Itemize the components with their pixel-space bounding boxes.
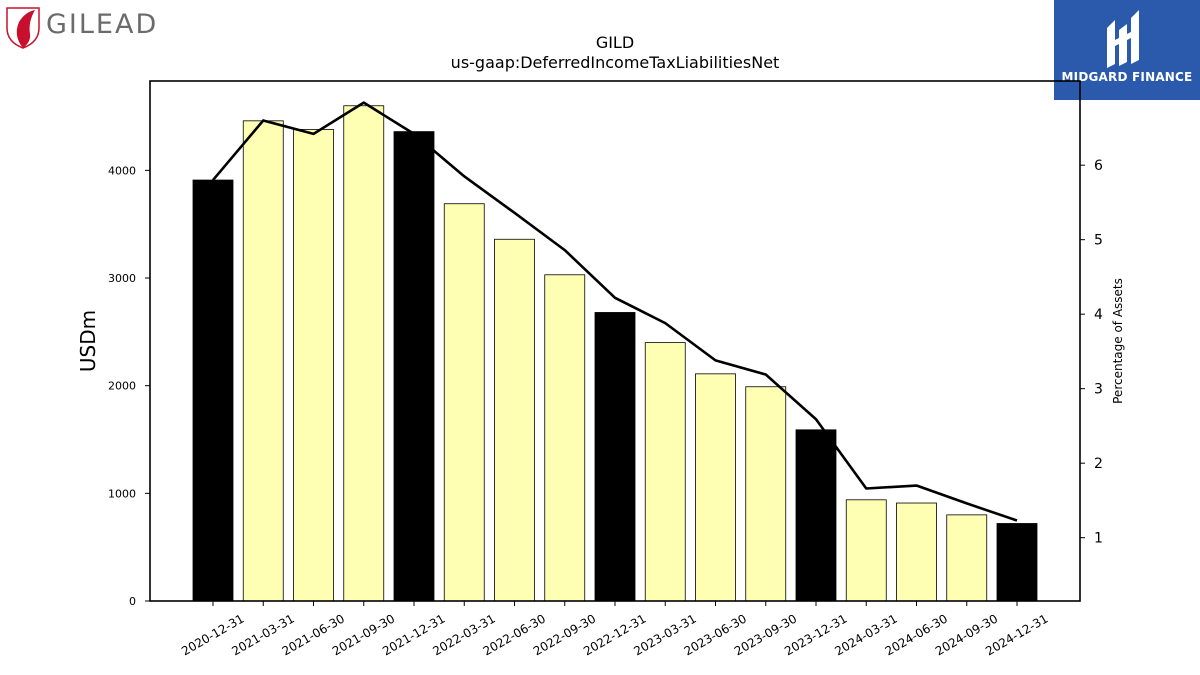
x-axis: 2020-12-312021-03-312021-06-302021-09-30…: [179, 601, 1051, 658]
bars-layer: [192, 105, 1038, 602]
y-axis-right: 1 2 3 4 5 6: [1080, 158, 1103, 547]
bar-2022-12-31: [594, 312, 636, 602]
y-tick-label: 1000: [108, 487, 136, 500]
y2-tick-label: 6: [1094, 158, 1103, 174]
y2-tick-label: 5: [1094, 233, 1103, 249]
bar-2024-09-30: [946, 514, 988, 602]
bar-2023-06-30: [695, 373, 736, 602]
bar-2023-03-31: [644, 342, 686, 602]
y2-tick-label: 2: [1094, 456, 1103, 472]
bar-2020-12-31: [192, 179, 234, 602]
bar-2023-09-30: [745, 386, 787, 602]
bar-2022-06-30: [494, 238, 535, 602]
midgard-logo-text: MIDGARD FINANCE: [1061, 70, 1193, 84]
gilead-logo-text: GILEAD: [46, 9, 159, 40]
chart-title: GILD: [596, 33, 634, 52]
y2-tick-label: 4: [1094, 307, 1103, 323]
bar-2024-03-31: [845, 499, 887, 602]
bar-2024-12-31: [996, 523, 1038, 602]
y-tick-label: 2000: [108, 380, 136, 393]
bar-2021-09-30: [343, 105, 385, 602]
y-axis-left: 0 1000 2000 3000 4000: [108, 164, 150, 608]
chart-subtitle: us-gaap:DeferredIncomeTaxLiabilitiesNet: [451, 53, 780, 72]
y2-tick-label: 3: [1094, 382, 1103, 398]
y-tick-label: 0: [129, 595, 136, 608]
bar-2021-12-31: [393, 131, 435, 602]
bar-2021-03-31: [242, 120, 284, 602]
bar-2022-03-31: [443, 203, 485, 602]
bar-2021-06-30: [293, 129, 334, 602]
y-axis-label: USDm: [76, 310, 100, 372]
y2-axis-label: Percentage of Assets: [1111, 278, 1125, 404]
percentage-line: [212, 101, 1018, 522]
midgard-logo: MIDGARD FINANCE: [1054, 0, 1200, 100]
bar-2023-12-31: [795, 429, 837, 602]
y2-tick-label: 1: [1094, 531, 1103, 547]
gilead-emblem-icon: [6, 7, 40, 49]
line-layer: [212, 101, 1018, 522]
y-tick-label: 4000: [108, 164, 136, 177]
bar-2024-06-30: [896, 502, 937, 602]
bar-2022-09-30: [544, 274, 586, 602]
gilead-logo: GILEAD: [0, 0, 170, 50]
y-tick-label: 3000: [108, 272, 136, 285]
midgard-emblem-icon: [1107, 10, 1139, 68]
